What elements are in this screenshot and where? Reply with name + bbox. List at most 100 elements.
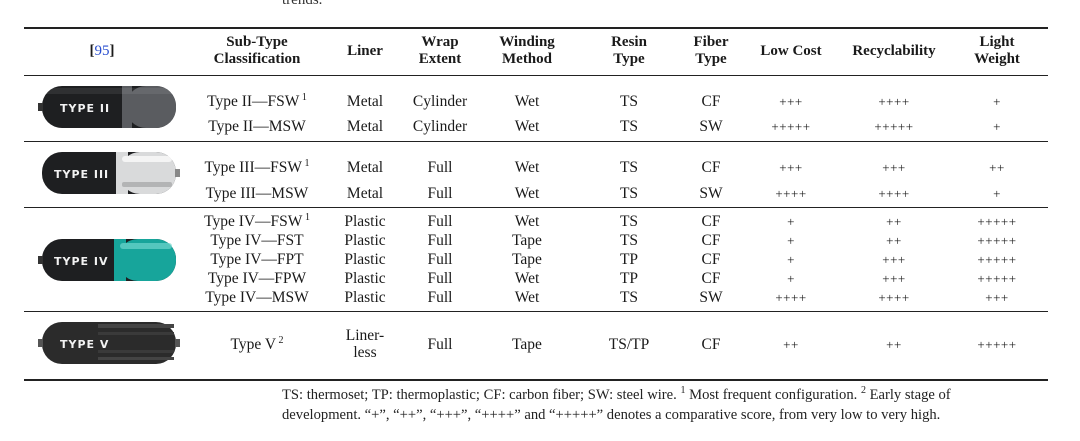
citation-link[interactable]: 95 [94, 43, 110, 59]
table-cell-liner: Metal [346, 185, 384, 202]
column-header-subtype: Sub-Type Classification [213, 34, 301, 67]
table-cell-recyclability: +++ [882, 271, 906, 286]
table-cell-light-weight: +++++ [977, 214, 1017, 229]
table-cell-fiber-type: CF [701, 93, 721, 110]
table-cell-winding-method: Tape [512, 336, 542, 353]
column-header-light-weight: Light Weight [974, 34, 1020, 67]
type-ii-tank-image: TYPE II [38, 84, 180, 130]
table-cell-light-weight: +++++ [977, 233, 1017, 248]
table-cell-low-cost: + [787, 252, 795, 267]
table-cell-fiber-type: CF [701, 159, 721, 176]
table-cell-recyclability: ++ [886, 214, 902, 229]
header-bottom-rule [24, 75, 1048, 76]
table-cell-wrap-extent: Full [427, 213, 453, 230]
table-cell-low-cost: +++++ [771, 119, 811, 134]
table-cell-light-weight: ++ [989, 160, 1005, 175]
table-cell-winding-method: Tape [512, 232, 542, 249]
table-cell-recyclability: ++++ [878, 290, 910, 305]
table-cell-subtype: Type IV—MSW [205, 289, 309, 306]
table-cell-fiber-type: SW [699, 289, 723, 306]
table-cell-liner: Plastic [344, 213, 386, 230]
table-cell-fiber-type: CF [701, 270, 721, 287]
table-cell-light-weight: + [993, 186, 1001, 201]
table-cell-resin-type: TS [619, 185, 639, 202]
table-cell-liner: Liner- less [345, 327, 385, 361]
table-cell-subtype: Type IV—FSW 1 [204, 211, 310, 230]
table-cell-winding-method: Wet [514, 93, 540, 110]
table-cell-wrap-extent: Cylinder [412, 118, 468, 135]
citation-header[interactable]: [95] [89, 43, 115, 59]
type-v-tank-image: TYPE V [38, 320, 180, 366]
table-cell-wrap-extent: Full [427, 289, 453, 306]
column-header-winding-method: Winding Method [499, 34, 555, 67]
table-cell-wrap-extent: Full [427, 232, 453, 249]
table-cell-recyclability: +++++ [874, 119, 914, 134]
table-cell-fiber-type: CF [701, 251, 721, 268]
table-cell-resin-type: TS [619, 118, 639, 135]
table-cell-recyclability: +++ [882, 252, 906, 267]
table-cell-subtype: Type V 2 [230, 334, 284, 353]
table-cell-winding-method: Wet [514, 213, 540, 230]
table-cell-light-weight: +++ [985, 290, 1009, 305]
table-cell-low-cost: + [787, 233, 795, 248]
table-cell-fiber-type: CF [701, 213, 721, 230]
table-cell-wrap-extent: Cylinder [412, 93, 468, 110]
table-cell-resin-type: TS [619, 289, 639, 306]
table-cell-resin-type: TS [619, 213, 639, 230]
table-cell-resin-type: TP [619, 251, 639, 268]
group-rule-1 [24, 141, 1048, 142]
table-cell-recyclability: ++++ [878, 186, 910, 201]
table-cell-low-cost: + [787, 214, 795, 229]
table-cell-winding-method: Wet [514, 270, 540, 287]
table-cell-low-cost: +++ [779, 160, 803, 175]
column-header-resin-type: Resin Type [611, 34, 647, 67]
table-cell-wrap-extent: Full [427, 159, 453, 176]
table-cell-resin-type: TS [619, 232, 639, 249]
type-iii-tank-image: TYPE III [38, 150, 180, 196]
table-cell-fiber-type: SW [699, 118, 723, 135]
table-cell-low-cost: + [787, 271, 795, 286]
table-cell-light-weight: +++++ [977, 337, 1017, 352]
table-cell-liner: Metal [346, 93, 384, 110]
table-cell-liner: Plastic [344, 270, 386, 287]
table-cell-wrap-extent: Full [427, 336, 453, 353]
tank-label: TYPE II [60, 102, 110, 115]
table-cell-light-weight: + [993, 94, 1001, 109]
column-header-recyclability: Recyclability [852, 43, 936, 59]
previous-paragraph-fragment: trends. [282, 0, 323, 8]
table-cell-low-cost: +++ [779, 94, 803, 109]
table-top-rule [24, 27, 1048, 29]
footnote-marker: 1 [302, 157, 310, 169]
table-cell-winding-method: Wet [514, 118, 540, 135]
table-cell-recyclability: ++ [886, 337, 902, 352]
table-cell-subtype: Type II—FSW 1 [207, 91, 307, 110]
group-rule-2 [24, 207, 1048, 208]
table-cell-resin-type: TS [619, 93, 639, 110]
column-header-liner: Liner [347, 43, 383, 59]
table-cell-liner: Metal [346, 159, 384, 176]
table-cell-recyclability: ++ [886, 233, 902, 248]
table-cell-fiber-type: CF [701, 336, 721, 353]
table-bottom-rule [24, 379, 1048, 381]
table-cell-subtype: Type IV—FST [210, 232, 304, 249]
table-cell-light-weight: +++++ [977, 252, 1017, 267]
column-header-fiber-type: Fiber Type [693, 34, 729, 67]
table-cell-liner: Plastic [344, 289, 386, 306]
table-footnote: TS: thermoset; TP: thermoplastic; CF: ca… [282, 385, 951, 423]
table-cell-subtype: Type III—MSW [205, 185, 309, 202]
table-cell-subtype: Type IV—FPW [207, 270, 307, 287]
tank-label: TYPE V [60, 338, 109, 351]
table-cell-resin-type: TS [619, 159, 639, 176]
column-header-wrap-extent: Wrap Extent [418, 34, 462, 67]
table-cell-subtype: Type III—FSW 1 [204, 157, 310, 176]
group-rule-3 [24, 311, 1048, 312]
footnote-marker: 1 [299, 91, 307, 103]
table-cell-liner: Metal [346, 118, 384, 135]
tank-label: TYPE III [54, 168, 109, 181]
table-cell-low-cost: ++++ [775, 290, 807, 305]
table-cell-resin-type: TP [619, 270, 639, 287]
table-cell-liner: Plastic [344, 232, 386, 249]
footnote-marker: 2 [276, 334, 284, 346]
tank-label: TYPE IV [54, 255, 108, 268]
table-cell-recyclability: ++++ [878, 94, 910, 109]
